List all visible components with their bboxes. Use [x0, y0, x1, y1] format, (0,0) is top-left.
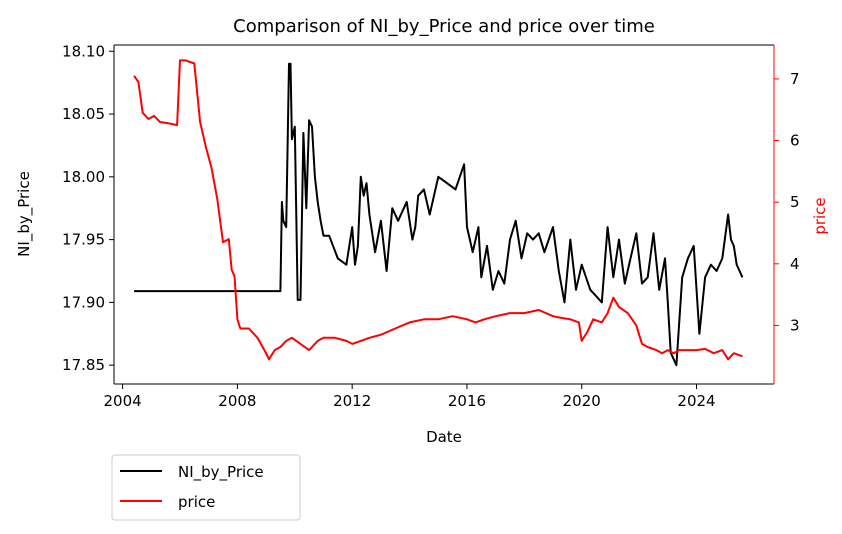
- y-left-tick-label: 18.05: [62, 105, 105, 123]
- x-tick-label: 2008: [218, 392, 256, 410]
- y-left-tick-label: 18.00: [62, 168, 105, 186]
- legend-label-ni-by-price: NI_by_Price: [178, 463, 264, 482]
- y-right-tick-label: 6: [790, 132, 800, 150]
- y-left-tick-label: 17.85: [62, 356, 105, 374]
- y-right-tick-label: 4: [790, 255, 800, 273]
- y-left-tick-label: 17.90: [62, 293, 105, 311]
- plot-area: 2004 2008 2012 2016 2020 2024 17.85 17.90 17.95 1…: [62, 42, 800, 410]
- chart-title: Comparison of NI_by_Price and price over…: [233, 16, 655, 37]
- x-axis-title: Date: [426, 428, 462, 446]
- y-right-tick-label: 5: [790, 193, 800, 211]
- x-tick-label: 2024: [677, 392, 715, 410]
- x-tick-label: 2020: [563, 392, 601, 410]
- y-left-tick-label: 18.10: [62, 42, 105, 60]
- series-line-price: [133, 59, 743, 361]
- y-right-tick-label: 3: [790, 316, 800, 334]
- series-line-ni-by-price: [134, 62, 744, 367]
- x-tick-label: 2004: [104, 392, 142, 410]
- y-right-tick-label: 7: [790, 70, 800, 88]
- y-axis-left-title: NI_by_Price: [15, 171, 34, 257]
- legend: NI_by_Price price: [111, 454, 301, 521]
- x-tick-label: 2016: [448, 392, 486, 410]
- y-axis-right-title: price: [811, 197, 829, 234]
- x-tick-label: 2012: [333, 392, 371, 410]
- y-left-tick-label: 17.95: [62, 231, 105, 249]
- legend-label-price: price: [178, 493, 215, 511]
